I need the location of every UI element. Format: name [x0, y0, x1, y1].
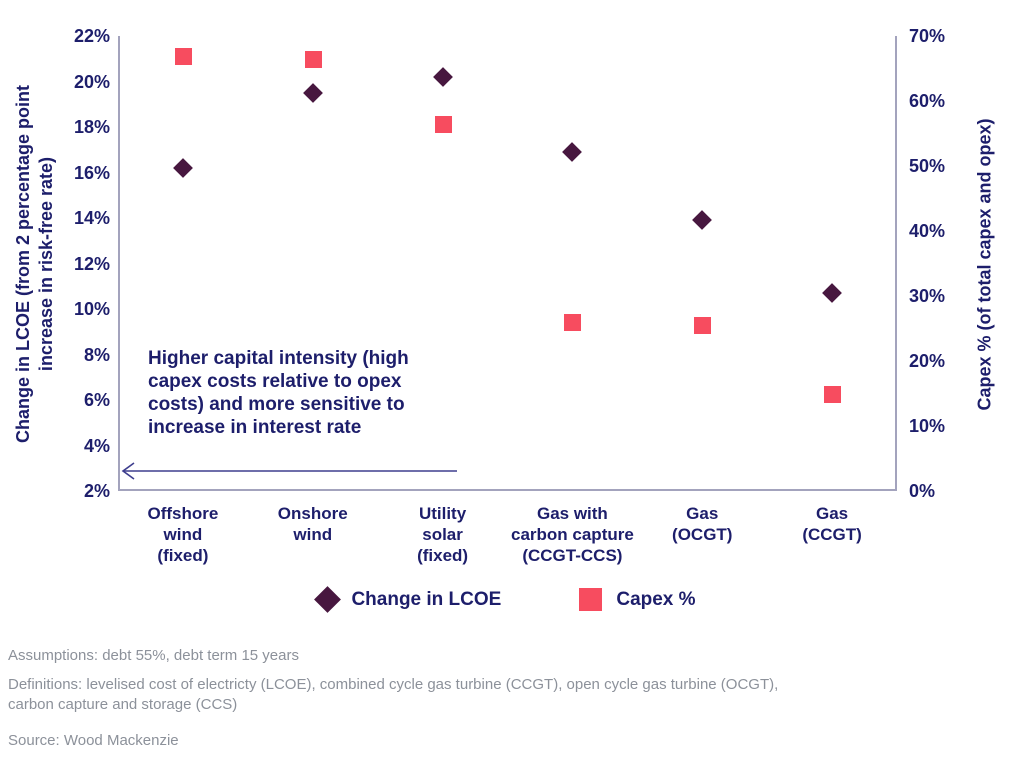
left-axis-tick-label: 10%: [73, 299, 110, 319]
category-label: Gas (CCGT): [802, 504, 862, 544]
right-axis-tick-label: 30%: [909, 286, 946, 306]
right-axis-tick-label: 0%: [909, 481, 936, 501]
left-axis-tick-label: 16%: [73, 162, 110, 183]
legend-item-lcoe: Change in LCOE: [314, 586, 502, 613]
right-axis-tick-label: 20%: [909, 351, 946, 371]
left-axis-tick-label: 18%: [73, 117, 110, 137]
legend-item-capex: Capex %: [579, 588, 696, 611]
category-label: Utility solar (fixed): [417, 504, 469, 565]
left-axis-tick-label: 2%: [83, 481, 110, 501]
category-label: Offshore wind (fixed): [147, 504, 219, 565]
data-point-square: [304, 50, 322, 68]
left-axis-tick-label: 12%: [73, 253, 110, 274]
legend-label-capex: Capex %: [616, 588, 696, 610]
left-axis-tick-label: 8%: [83, 344, 110, 365]
right-axis-tick-label: 40%: [909, 221, 946, 241]
category-label: Gas (OCGT): [672, 504, 733, 544]
left-axis-tick-label: 20%: [73, 71, 110, 92]
lcoe-diamond-icon: [314, 586, 342, 613]
legend-label-lcoe: Change in LCOE: [351, 588, 502, 610]
data-point-square: [694, 317, 712, 335]
category-label: Onshore wind: [277, 504, 348, 544]
data-point-square: [824, 385, 842, 403]
left-axis-tick-label: 6%: [83, 390, 110, 410]
left-axis-tick-label: 14%: [73, 208, 110, 228]
right-axis-tick-label: 10%: [909, 416, 946, 436]
left-arrow-icon: [121, 462, 457, 480]
data-point-square: [564, 314, 582, 331]
left-axis-tick-label: 4%: [83, 435, 110, 456]
legend: Change in LCOE Capex %: [0, 586, 1014, 613]
data-point-square: [174, 47, 192, 65]
category-label: Gas with carbon capture (CCGT-CCS): [511, 504, 634, 565]
definitions-note: Definitions: levelised cost of electrict…: [8, 676, 779, 713]
chart-footnotes: Assumptions: debt 55%, debt term 15 year…: [8, 646, 828, 760]
right-axis-tick-label: 60%: [909, 91, 946, 111]
data-point-square: [434, 115, 452, 133]
right-axis-tick-label: 70%: [909, 26, 946, 46]
annotation-text: Higher capital intensity (high capex cos…: [148, 348, 409, 438]
right-axis-tick-label: 50%: [909, 156, 946, 176]
left-axis-tick-label: 22%: [73, 26, 110, 46]
capex-square-icon: [579, 588, 603, 611]
right-axis-title: Capex % (of total capex and opex): [974, 118, 995, 411]
source-note: Source: Wood Mackenzie: [8, 732, 179, 749]
plot-area: [118, 36, 897, 491]
assumptions-note: Assumptions: debt 55%, debt term 15 year…: [8, 647, 299, 664]
